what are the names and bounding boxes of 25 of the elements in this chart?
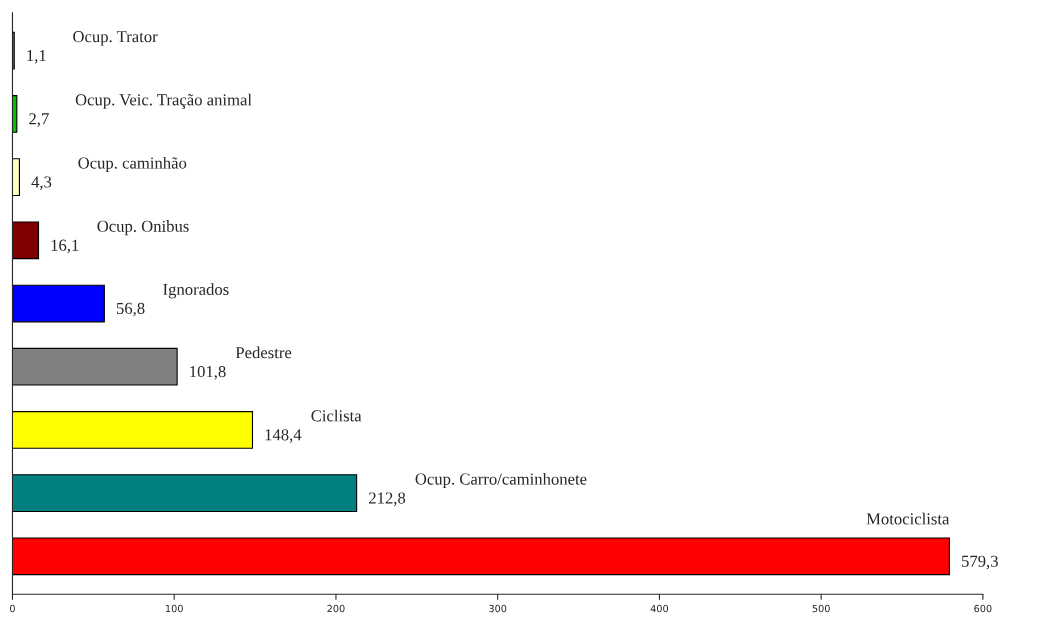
- data-label: 56,8: [116, 302, 145, 317]
- x-tick-label: 400: [650, 604, 669, 613]
- data-label: 101,8: [190, 365, 226, 380]
- y-tick-label: Ocup. Carro/caminhonete: [415, 472, 587, 489]
- data-label: 579,3: [962, 555, 998, 570]
- data-label: 4,3: [31, 176, 52, 190]
- y-tick-label: Ciclista: [311, 409, 362, 422]
- x-tick-label: 200: [327, 604, 345, 613]
- y-tick-label: Ocup. Trator: [73, 31, 158, 46]
- data-label: 1,1: [27, 50, 46, 64]
- data-label: 2,7: [29, 113, 49, 127]
- x-tick-label: 600: [974, 604, 992, 613]
- x-tick-label: 0: [10, 604, 15, 613]
- data-label: 148,4: [265, 429, 302, 443]
- data-label: 16,1: [51, 239, 79, 254]
- x-tick-label: 100: [165, 604, 183, 613]
- y-tick-label: Ignorados: [163, 283, 229, 299]
- y-tick-label: Pedestre: [235, 346, 292, 359]
- y-tick-label: Motociclista: [866, 512, 950, 525]
- y-tick-label: Ocup. Veic. Tração animal: [75, 93, 252, 109]
- data-label: 212,8: [369, 492, 406, 507]
- y-tick-label: Ocup. Onibus: [97, 220, 189, 236]
- x-tick-label: 300: [489, 604, 507, 613]
- y-tick-label: Ocup. caminhão: [78, 156, 187, 173]
- x-tick-label: 500: [812, 604, 830, 613]
